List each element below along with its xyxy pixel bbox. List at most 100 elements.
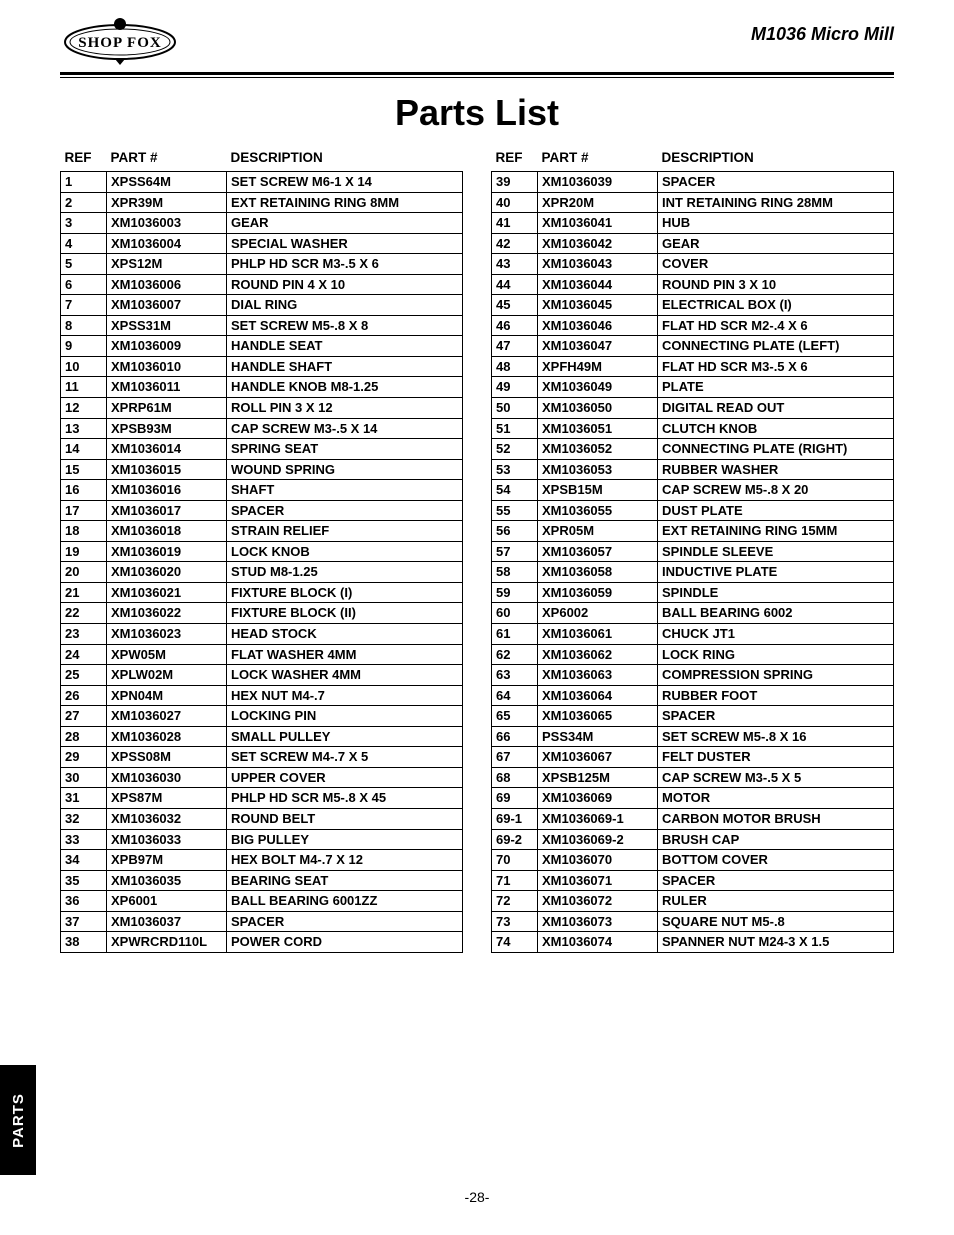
table-row: 61XM1036061CHUCK JT1 [492,624,894,645]
parts-table-right: REF PART # DESCRIPTION 39XM1036039SPACER… [491,150,894,953]
cell-ref: 69 [492,788,538,809]
cell-part: XM1036069-1 [538,808,658,829]
cell-part: XPLW02M [107,665,227,686]
cell-part: XM1036055 [538,500,658,521]
table-row: 12XPRP61MROLL PIN 3 X 12 [61,398,463,419]
parts-table-right-wrap: REF PART # DESCRIPTION 39XM1036039SPACER… [491,150,894,953]
table-row: 13XPSB93MCAP SCREW M3-.5 X 14 [61,418,463,439]
cell-part: XM1036010 [107,356,227,377]
cell-desc: SPACER [227,911,463,932]
cell-desc: FLAT HD SCR M3-.5 X 6 [658,356,894,377]
table-row: 1XPSS64MSET SCREW M6-1 X 14 [61,172,463,193]
cell-ref: 64 [492,685,538,706]
cell-part: XM1036019 [107,541,227,562]
cell-ref: 65 [492,706,538,727]
cell-ref: 17 [61,500,107,521]
cell-ref: 69-1 [492,808,538,829]
cell-part: XM1036069 [538,788,658,809]
table-row: 23XM1036023HEAD STOCK [61,624,463,645]
cell-part: XM1036044 [538,274,658,295]
cell-ref: 41 [492,213,538,234]
table-row: 15XM1036015WOUND SPRING [61,459,463,480]
cell-ref: 10 [61,356,107,377]
table-row: 63XM1036063COMPRESSION SPRING [492,665,894,686]
cell-desc: HANDLE SHAFT [227,356,463,377]
cell-ref: 12 [61,398,107,419]
cell-desc: CONNECTING PLATE (RIGHT) [658,439,894,460]
cell-ref: 57 [492,541,538,562]
table-row: 21XM1036021FIXTURE BLOCK (I) [61,582,463,603]
cell-part: XPSS08M [107,747,227,768]
table-row: 4XM1036004SPECIAL WASHER [61,233,463,254]
cell-ref: 44 [492,274,538,295]
table-row: 43XM1036043COVER [492,254,894,275]
cell-ref: 61 [492,624,538,645]
cell-part: XM1036071 [538,870,658,891]
cell-desc: CARBON MOTOR BRUSH [658,808,894,829]
cell-desc: HEAD STOCK [227,624,463,645]
table-row: 55XM1036055DUST PLATE [492,500,894,521]
table-row: 11XM1036011HANDLE KNOB M8-1.25 [61,377,463,398]
table-row: 71XM1036071SPACER [492,870,894,891]
cell-desc: DUST PLATE [658,500,894,521]
col-part: PART # [107,150,227,172]
cell-part: XM1036006 [107,274,227,295]
cell-part: XPFH49M [538,356,658,377]
table-row: 10XM1036010HANDLE SHAFT [61,356,463,377]
cell-ref: 22 [61,603,107,624]
table-row: 72XM1036072RULER [492,891,894,912]
cell-ref: 39 [492,172,538,193]
cell-ref: 74 [492,932,538,953]
cell-part: XM1036009 [107,336,227,357]
cell-part: XM1036003 [107,213,227,234]
parts-table-left: REF PART # DESCRIPTION 1XPSS64MSET SCREW… [60,150,463,953]
cell-part: XPS12M [107,254,227,275]
table-row: 67XM1036067FELT DUSTER [492,747,894,768]
cell-desc: INDUCTIVE PLATE [658,562,894,583]
cell-ref: 33 [61,829,107,850]
cell-desc: BIG PULLEY [227,829,463,850]
cell-ref: 7 [61,295,107,316]
cell-ref: 16 [61,480,107,501]
cell-desc: LOCK KNOB [227,541,463,562]
cell-part: XM1036059 [538,582,658,603]
table-row: 62XM1036062LOCK RING [492,644,894,665]
table-row: 38XPWRCRD110LPOWER CORD [61,932,463,953]
cell-ref: 29 [61,747,107,768]
table-header-row: REF PART # DESCRIPTION [61,150,463,172]
cell-desc: ROUND PIN 3 X 10 [658,274,894,295]
cell-desc: WOUND SPRING [227,459,463,480]
header: SHOP FOX M1036 Micro Mill [60,18,894,66]
cell-desc: PHLP HD SCR M3-.5 X 6 [227,254,463,275]
product-name: M1036 Micro Mill [751,24,894,45]
cell-desc: DIAL RING [227,295,463,316]
table-row: 33XM1036033BIG PULLEY [61,829,463,850]
cell-desc: UPPER COVER [227,767,463,788]
cell-part: XM1036072 [538,891,658,912]
table-row: 39XM1036039SPACER [492,172,894,193]
cell-part: XPSB125M [538,767,658,788]
cell-ref: 45 [492,295,538,316]
cell-part: XM1036032 [107,808,227,829]
table-row: 9XM1036009HANDLE SEAT [61,336,463,357]
cell-desc: GEAR [227,213,463,234]
table-row: 53XM1036053RUBBER WASHER [492,459,894,480]
cell-part: XPSS31M [107,315,227,336]
table-row: 70XM1036070BOTTOM COVER [492,850,894,871]
cell-ref: 50 [492,398,538,419]
cell-ref: 14 [61,439,107,460]
table-row: 14XM1036014SPRING SEAT [61,439,463,460]
cell-part: XM1036065 [538,706,658,727]
cell-part: XM1036052 [538,439,658,460]
table-row: 68XPSB125MCAP SCREW M3-.5 X 5 [492,767,894,788]
page: SHOP FOX M1036 Micro Mill Parts List REF… [0,0,954,1235]
cell-ref: 54 [492,480,538,501]
cell-ref: 66 [492,726,538,747]
cell-desc: HANDLE KNOB M8-1.25 [227,377,463,398]
table-row: 45XM1036045ELECTRICAL BOX (I) [492,295,894,316]
cell-part: XM1036049 [538,377,658,398]
cell-desc: FELT DUSTER [658,747,894,768]
cell-part: XM1036045 [538,295,658,316]
cell-desc: HEX NUT M4-.7 [227,685,463,706]
table-row: 58XM1036058INDUCTIVE PLATE [492,562,894,583]
